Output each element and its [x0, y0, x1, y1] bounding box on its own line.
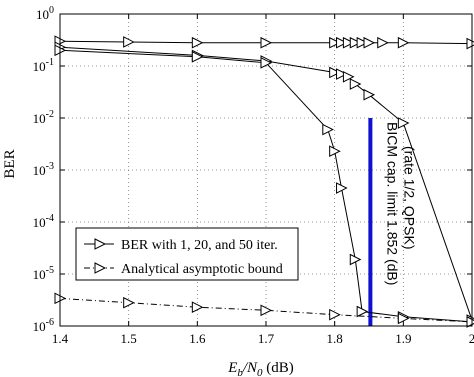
legend-label-bound: Analytical asymptotic bound [121, 262, 283, 277]
x-tick-label: 1.5 [121, 331, 137, 346]
ber-point [349, 78, 362, 90]
ber-point [363, 36, 376, 49]
ber-point [349, 36, 362, 49]
ber-point [466, 37, 474, 50]
y-tick-label: 10-5 [33, 265, 54, 282]
x-tick-label: 1.8 [327, 331, 343, 346]
ber-point [363, 88, 376, 101]
ber-point [397, 36, 410, 49]
ber-point [377, 36, 389, 49]
ber-point [336, 68, 348, 80]
capacity-limit-label: BICM cap. limit 1.852 (dB) [384, 122, 400, 285]
capacity-limit-annotation: BICM cap. limit 1.852 (dB) (rate 1/2, QPS… [368, 118, 417, 326]
bound-point [397, 312, 410, 325]
ber-point [356, 305, 369, 318]
ber-point [336, 182, 348, 194]
ber-point [329, 145, 341, 157]
bound-point [329, 308, 341, 321]
tick-labels: 1.4 1.5 1.6 1.7 1.8 1.9 2 100 10-1 10-2 10-3 10-4 10… [33, 5, 474, 346]
y-tick-label: 10-3 [33, 161, 54, 178]
legend-marker-bound [94, 262, 107, 274]
ber-point [191, 51, 204, 63]
bound-point [123, 296, 135, 309]
x-tick-label: 1.4 [52, 331, 69, 346]
legend: BER with 1, 20, and 50 iter. Analytical … [75, 227, 299, 281]
ber-point [349, 253, 362, 266]
y-tick-label: 10-6 [33, 317, 54, 334]
ber-point [329, 66, 341, 79]
bound-point [260, 304, 273, 317]
legend-box [75, 227, 299, 281]
ber-point [329, 36, 341, 49]
legend-label-ber: BER with 1, 20, and 50 iter. [121, 238, 278, 253]
y-tick-label: 10-4 [33, 213, 54, 230]
x-tick-label: 2 [469, 331, 474, 346]
x-tick-label: 1.9 [395, 331, 411, 346]
ber-point [342, 36, 355, 49]
x-tick-label: 1.7 [258, 331, 275, 346]
y-tick-label: 10-1 [33, 57, 54, 74]
ber-curve [59, 49, 473, 323]
x-tick-label: 1.6 [189, 331, 206, 346]
ber-point [322, 123, 334, 136]
capacity-limit-sublabel: (rate 1/2, QPSK) [401, 146, 417, 249]
series-layer [54, 35, 474, 328]
x-axis-title: Eb/N0 (dB) [227, 360, 294, 377]
ber-point [260, 36, 273, 49]
ber-point [397, 117, 410, 129]
y-tick-label: 10-2 [33, 109, 54, 126]
y-axis-title: BER [2, 149, 18, 178]
ber-point [342, 70, 355, 83]
ber-point [356, 36, 369, 49]
ber-point [336, 36, 348, 49]
y-tick-label: 100 [36, 5, 54, 22]
ber-point [123, 36, 135, 48]
ber-point [191, 36, 204, 49]
ber-point [260, 57, 273, 69]
bound-point [191, 301, 204, 313]
legend-marker-ber [94, 238, 107, 250]
